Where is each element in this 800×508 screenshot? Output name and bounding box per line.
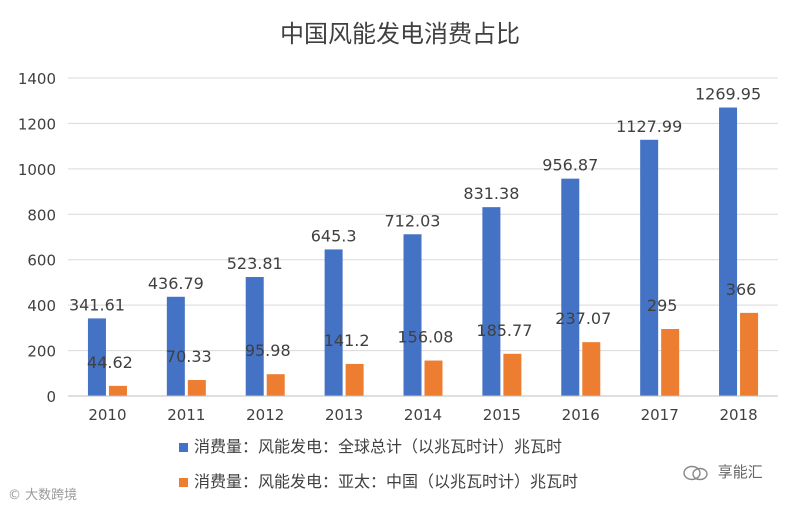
y-tick-label: 200 bbox=[27, 343, 56, 361]
y-tick-label: 800 bbox=[27, 206, 56, 224]
x-tick-label: 2018 bbox=[719, 406, 757, 424]
bar-china bbox=[345, 363, 364, 396]
y-tick-label: 1200 bbox=[18, 115, 56, 133]
data-label-china: 44.62 bbox=[87, 353, 133, 372]
bars bbox=[87, 107, 759, 397]
y-tick-label: 1400 bbox=[18, 70, 56, 88]
data-labels: 341.61 44.62 436.79 70.33 523.81 95.98 645.3 14… bbox=[69, 85, 761, 372]
x-tick-label: 2015 bbox=[483, 406, 521, 424]
bar-global bbox=[403, 234, 422, 396]
legend-swatch-global bbox=[179, 443, 188, 452]
data-label-global: 831.38 bbox=[463, 184, 519, 203]
bar-china bbox=[266, 374, 285, 396]
bar-global bbox=[719, 107, 738, 397]
chart-title: 中国风能发电消费占比 bbox=[280, 20, 520, 48]
x-axis: 2010 2011 2012 2013 2014 2015 2016 2017 2018 bbox=[68, 395, 778, 424]
bar-china bbox=[108, 385, 127, 396]
legend: 消费量：风能发电：全球总计（以兆瓦时计）兆瓦时 消费量：风能发电：亚太：中国（以… bbox=[179, 437, 578, 491]
data-label-china: 70.33 bbox=[166, 347, 212, 366]
bar-global bbox=[87, 318, 106, 396]
bar-global bbox=[561, 178, 580, 396]
watermark-left: © 大数跨境 bbox=[8, 484, 77, 503]
data-label-global: 956.87 bbox=[542, 156, 598, 175]
legend-label-china: 消费量：风能发电：亚太：中国（以兆瓦时计）兆瓦时 bbox=[194, 472, 578, 491]
x-tick-label: 2016 bbox=[562, 406, 600, 424]
data-label-global: 1127.99 bbox=[616, 117, 682, 136]
x-tick-label: 2014 bbox=[404, 406, 442, 424]
data-label-china: 185.77 bbox=[476, 321, 532, 340]
x-tick-label: 2010 bbox=[88, 406, 126, 424]
bar-global bbox=[245, 277, 264, 396]
bar-china bbox=[582, 342, 601, 396]
bar-china bbox=[424, 360, 443, 396]
x-tick-label: 2011 bbox=[167, 406, 205, 424]
bar-china bbox=[740, 312, 759, 396]
bar-china bbox=[661, 328, 680, 396]
watermark-right-text: 享能汇 bbox=[717, 463, 763, 481]
gridlines bbox=[68, 77, 778, 352]
bar-global bbox=[482, 207, 501, 396]
x-tick-label: 2013 bbox=[325, 406, 363, 424]
data-label-china: 95.98 bbox=[245, 341, 291, 360]
data-label-china: 237.07 bbox=[555, 309, 611, 328]
data-label-global: 1269.95 bbox=[695, 85, 761, 104]
watermark-right: 享能汇 bbox=[683, 461, 763, 482]
watermark-left-text: 大数跨境 bbox=[25, 488, 78, 503]
legend-item-china: 消费量：风能发电：亚太：中国（以兆瓦时计）兆瓦时 bbox=[179, 472, 578, 491]
y-tick-label: 400 bbox=[27, 297, 56, 315]
legend-item-global: 消费量：风能发电：全球总计（以兆瓦时计）兆瓦时 bbox=[179, 437, 562, 456]
data-label-china: 141.2 bbox=[324, 331, 370, 350]
data-label-global: 523.81 bbox=[227, 254, 283, 273]
y-tick-label: 1000 bbox=[18, 161, 56, 179]
camera-icon: © bbox=[8, 488, 21, 503]
data-label-china: 156.08 bbox=[398, 328, 454, 347]
x-tick-label: 2017 bbox=[641, 406, 679, 424]
legend-label-global: 消费量：风能发电：全球总计（以兆瓦时计）兆瓦时 bbox=[194, 437, 562, 456]
bar-china bbox=[503, 353, 522, 396]
bar-global bbox=[166, 296, 185, 396]
bar-china bbox=[187, 380, 206, 396]
data-label-china: 366 bbox=[726, 280, 757, 299]
data-label-china: 295 bbox=[647, 296, 678, 315]
legend-swatch-china bbox=[179, 478, 188, 487]
y-tick-label: 600 bbox=[27, 252, 56, 270]
x-tick-label: 2012 bbox=[246, 406, 284, 424]
data-label-global: 436.79 bbox=[148, 274, 204, 293]
data-label-global: 712.03 bbox=[385, 211, 441, 230]
data-label-global: 341.61 bbox=[69, 295, 125, 314]
data-label-global: 645.3 bbox=[311, 226, 357, 245]
y-tick-label: 0 bbox=[46, 388, 56, 406]
bar-global bbox=[324, 249, 343, 396]
wechat-icon bbox=[683, 465, 708, 480]
bar-global bbox=[640, 139, 659, 396]
y-axis: 0 200 400 600 800 1000 1200 1400 bbox=[18, 70, 56, 406]
